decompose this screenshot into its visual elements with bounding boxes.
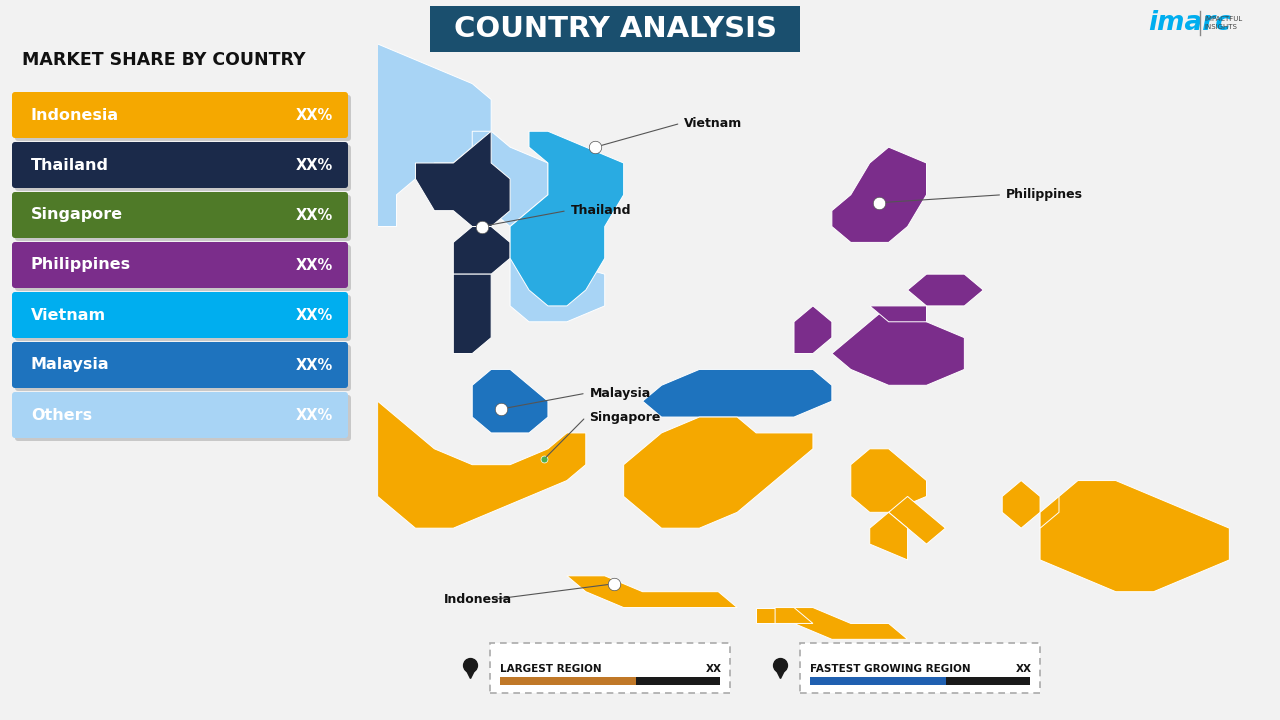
- Bar: [500, 677, 636, 685]
- Text: LARGEST REGION: LARGEST REGION: [500, 664, 602, 674]
- FancyBboxPatch shape: [15, 95, 351, 141]
- FancyBboxPatch shape: [12, 242, 348, 288]
- Polygon shape: [869, 306, 927, 322]
- Polygon shape: [756, 608, 776, 624]
- Text: XX: XX: [707, 664, 722, 674]
- FancyBboxPatch shape: [12, 92, 348, 138]
- Polygon shape: [453, 227, 511, 274]
- Polygon shape: [1041, 496, 1078, 528]
- FancyBboxPatch shape: [15, 345, 351, 391]
- Text: Philippines: Philippines: [31, 258, 131, 272]
- Polygon shape: [623, 417, 813, 528]
- Polygon shape: [776, 608, 908, 639]
- Text: XX%: XX%: [296, 158, 333, 173]
- Polygon shape: [832, 306, 964, 385]
- FancyBboxPatch shape: [12, 392, 348, 438]
- FancyBboxPatch shape: [12, 292, 348, 338]
- Polygon shape: [832, 147, 927, 243]
- Polygon shape: [776, 608, 813, 624]
- Bar: [636, 677, 719, 685]
- Text: Thailand: Thailand: [31, 158, 109, 173]
- Text: imarc: imarc: [1148, 10, 1231, 36]
- Polygon shape: [1002, 480, 1041, 528]
- Text: IMPACTFUL
INSIGHTS: IMPACTFUL INSIGHTS: [1204, 16, 1243, 30]
- Polygon shape: [453, 274, 492, 354]
- FancyBboxPatch shape: [15, 395, 351, 441]
- FancyBboxPatch shape: [12, 342, 348, 388]
- Polygon shape: [378, 401, 586, 528]
- Text: XX%: XX%: [296, 207, 333, 222]
- FancyBboxPatch shape: [15, 195, 351, 241]
- Text: MARKET SHARE BY COUNTRY: MARKET SHARE BY COUNTRY: [22, 51, 306, 69]
- Text: XX%: XX%: [296, 408, 333, 423]
- Polygon shape: [302, 36, 492, 227]
- Text: Malaysia: Malaysia: [590, 387, 650, 400]
- FancyBboxPatch shape: [800, 643, 1039, 693]
- Bar: [946, 677, 1030, 685]
- Text: Singapore: Singapore: [31, 207, 123, 222]
- Polygon shape: [851, 449, 927, 513]
- FancyBboxPatch shape: [15, 145, 351, 191]
- Polygon shape: [511, 131, 623, 306]
- Text: Others: Others: [31, 408, 92, 423]
- Polygon shape: [888, 496, 946, 544]
- Text: Indonesia: Indonesia: [31, 107, 119, 122]
- Text: Malaysia: Malaysia: [31, 358, 110, 372]
- FancyBboxPatch shape: [430, 6, 800, 52]
- Text: XX%: XX%: [296, 358, 333, 372]
- FancyBboxPatch shape: [12, 192, 348, 238]
- Text: Thailand: Thailand: [571, 204, 631, 217]
- Text: FASTEST GROWING REGION: FASTEST GROWING REGION: [810, 664, 970, 674]
- Polygon shape: [511, 258, 604, 322]
- Text: COUNTRY ANALYSIS: COUNTRY ANALYSIS: [453, 15, 777, 43]
- Text: Philippines: Philippines: [1006, 188, 1083, 202]
- Polygon shape: [472, 131, 548, 227]
- FancyBboxPatch shape: [490, 643, 730, 693]
- Polygon shape: [794, 306, 832, 354]
- FancyBboxPatch shape: [12, 142, 348, 188]
- Text: Vietnam: Vietnam: [31, 307, 106, 323]
- Polygon shape: [908, 274, 983, 306]
- Text: XX: XX: [1016, 664, 1032, 674]
- Text: Indonesia: Indonesia: [444, 593, 512, 606]
- Text: XX%: XX%: [296, 107, 333, 122]
- Polygon shape: [869, 513, 908, 560]
- Polygon shape: [567, 576, 737, 608]
- Bar: [810, 677, 946, 685]
- Text: Singapore: Singapore: [590, 410, 660, 423]
- Polygon shape: [643, 369, 832, 417]
- Text: XX%: XX%: [296, 307, 333, 323]
- Text: XX%: XX%: [296, 258, 333, 272]
- FancyBboxPatch shape: [15, 295, 351, 341]
- Polygon shape: [472, 369, 548, 433]
- Text: Vietnam: Vietnam: [685, 117, 742, 130]
- FancyBboxPatch shape: [15, 245, 351, 291]
- Polygon shape: [1041, 480, 1229, 592]
- Polygon shape: [416, 131, 511, 227]
